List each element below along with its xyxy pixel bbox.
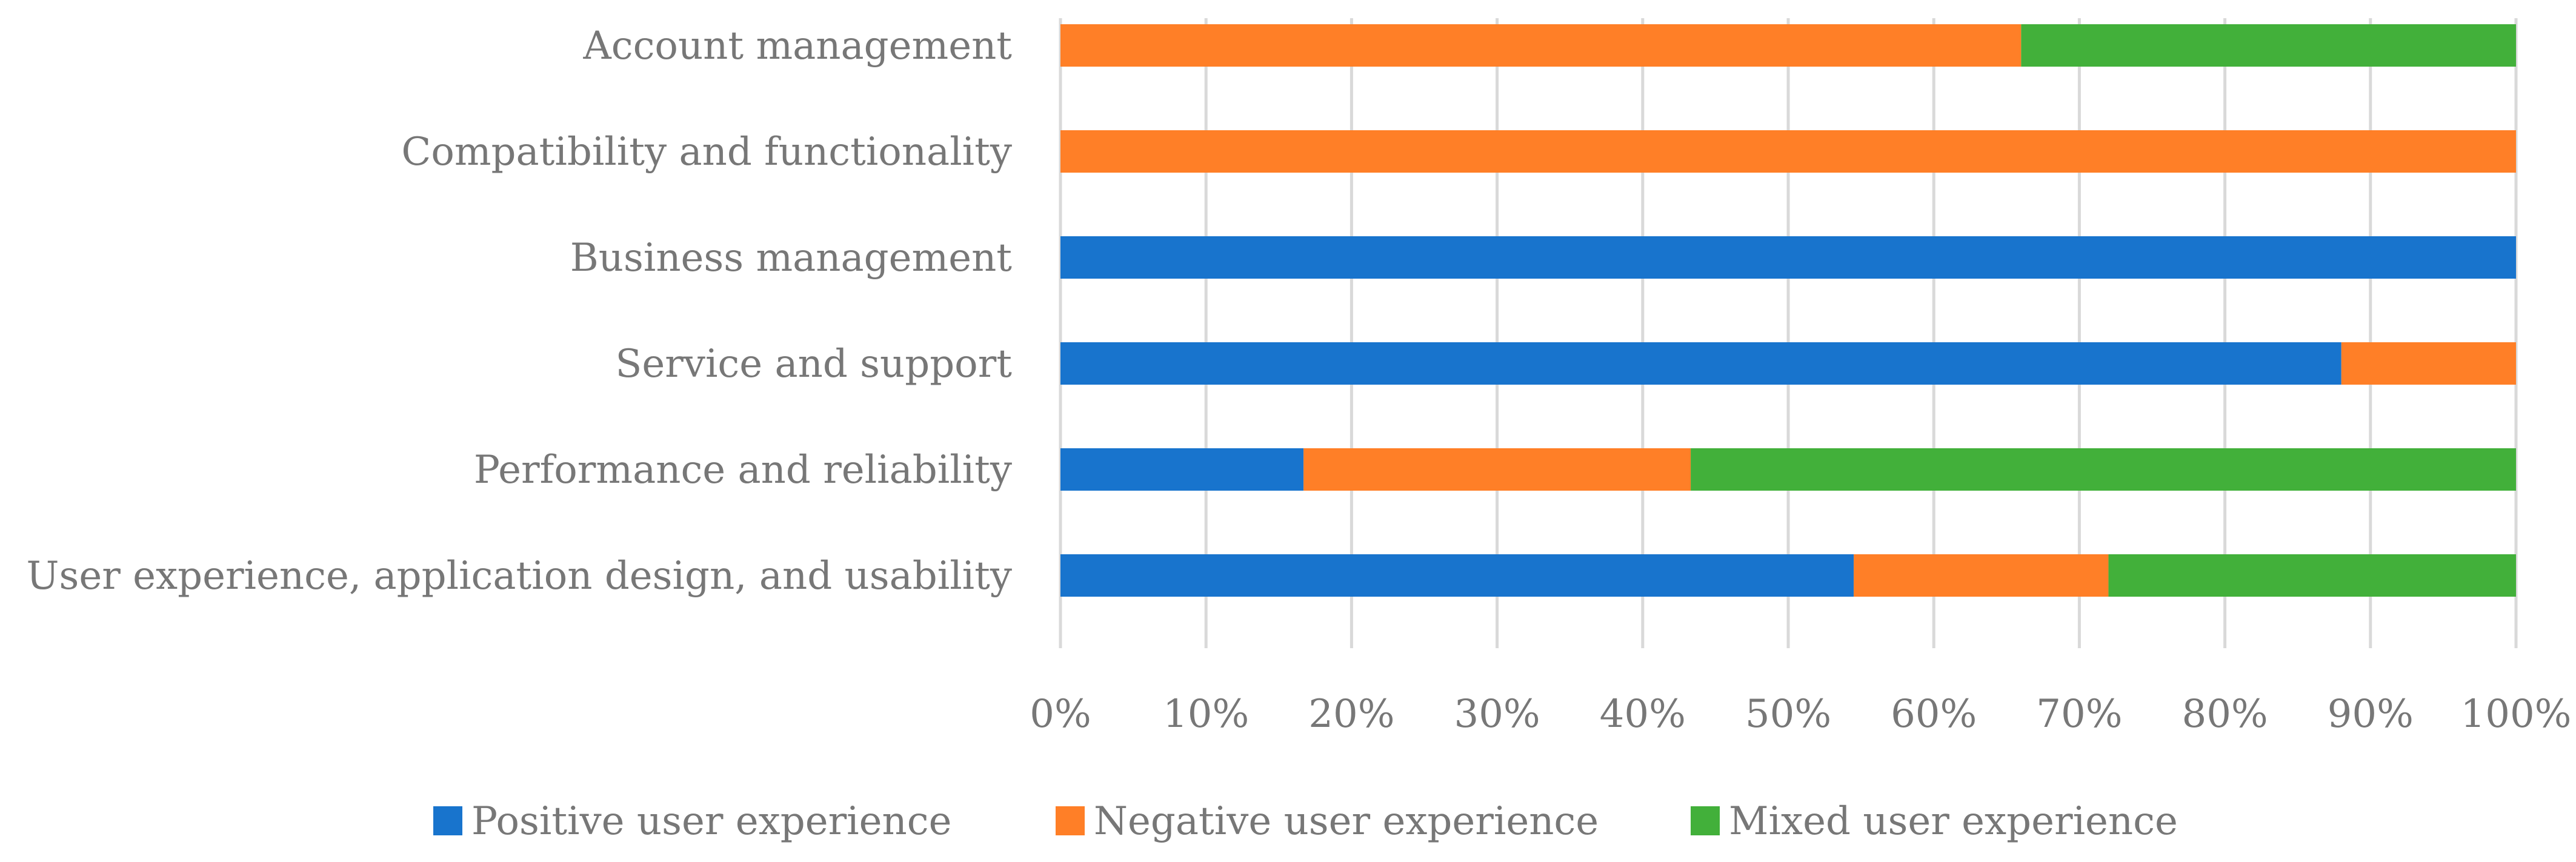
- gridlines: [1059, 18, 2518, 648]
- bar-segment-positive-user-experience: [1060, 342, 2341, 385]
- legend: Positive user experience Negative user ex…: [433, 799, 2178, 844]
- x-tick-label: 10%: [1163, 692, 1249, 737]
- category-label: Business management: [570, 236, 1013, 280]
- bar-segment-mixed-user-experience: [2108, 554, 2516, 597]
- x-tick-label: 80%: [2182, 692, 2268, 737]
- category-label: Performance and reliability: [474, 448, 1012, 492]
- x-tick-label: 100%: [2461, 692, 2572, 737]
- legend-swatch: [1056, 806, 1085, 835]
- legend-label: Mixed user experience: [1729, 799, 2178, 844]
- bar-segment-positive-user-experience: [1060, 448, 1304, 491]
- x-tick-label: 60%: [1891, 692, 1977, 737]
- category-label: Account management: [583, 24, 1013, 68]
- category-labels: Account management Compatibility and func…: [27, 24, 1013, 598]
- x-tick-label: 50%: [1745, 692, 1831, 737]
- legend-item: Mixed user experience: [1691, 799, 2178, 844]
- legend-item: Negative user experience: [1056, 799, 1599, 844]
- legend-label: Negative user experience: [1094, 799, 1599, 844]
- bar-segment-negative-user-experience: [2341, 342, 2516, 385]
- bar-segment-negative-user-experience: [1854, 554, 2109, 597]
- x-tick-label: 90%: [2328, 692, 2414, 737]
- x-tick-label: 40%: [1600, 692, 1686, 737]
- legend-swatch: [433, 806, 462, 835]
- bar-segment-negative-user-experience: [1060, 130, 2516, 173]
- bar-segment-positive-user-experience: [1060, 236, 2516, 279]
- legend-item: Positive user experience: [433, 799, 951, 844]
- x-tick-labels: 0% 10% 20% 30% 40% 50% 60% 70% 80% 90% 100%: [1030, 692, 2571, 737]
- legend-swatch: [1691, 806, 1720, 835]
- x-tick-label: 70%: [2036, 692, 2122, 737]
- bar-segment-positive-user-experience: [1060, 554, 1854, 597]
- x-tick-label: 20%: [1308, 692, 1394, 737]
- bar-segment-mixed-user-experience: [2021, 24, 2516, 67]
- legend-label: Positive user experience: [471, 799, 951, 844]
- category-label: Service and support: [615, 342, 1012, 386]
- x-tick-label: 30%: [1454, 692, 1540, 737]
- bar-segment-negative-user-experience: [1060, 24, 2022, 67]
- category-label: Compatibility and functionality: [401, 130, 1012, 174]
- x-tick-label: 0%: [1030, 692, 1091, 737]
- category-label: User experience, application design, and…: [27, 554, 1012, 598]
- bar-segment-mixed-user-experience: [1691, 448, 2516, 491]
- bar-segment-negative-user-experience: [1303, 448, 1691, 491]
- bars: [1060, 24, 2516, 597]
